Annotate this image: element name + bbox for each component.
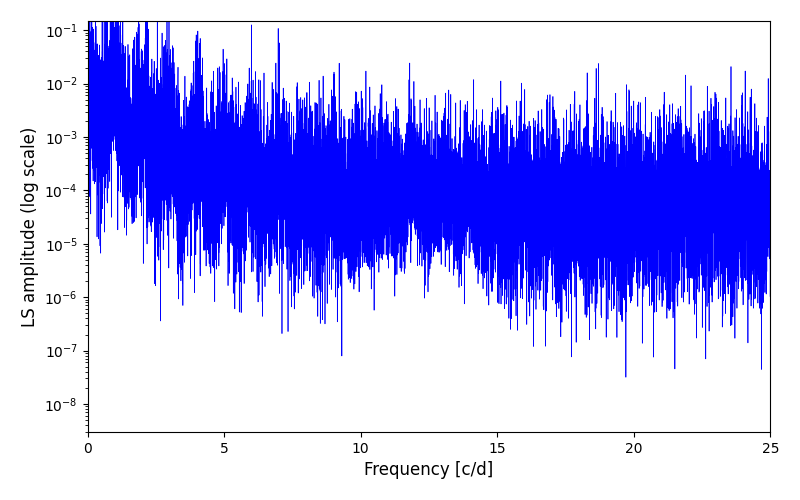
Y-axis label: LS amplitude (log scale): LS amplitude (log scale) (21, 126, 39, 326)
X-axis label: Frequency [c/d]: Frequency [c/d] (364, 461, 494, 479)
